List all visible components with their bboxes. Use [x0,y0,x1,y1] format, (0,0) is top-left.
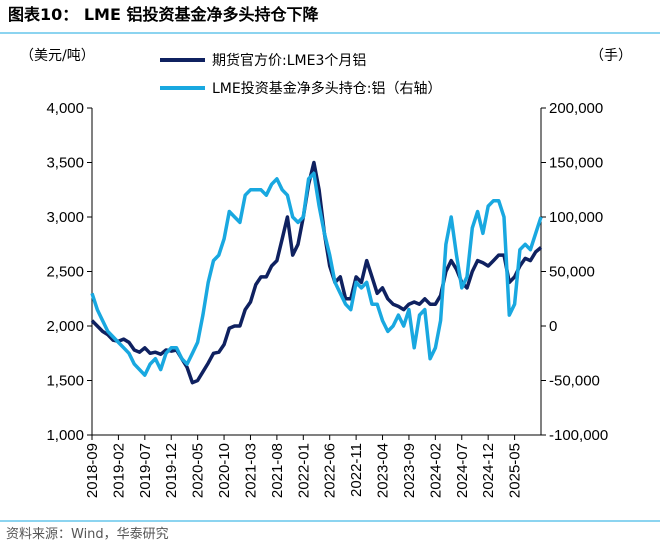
x-tick-label: 2019-02 [110,443,127,498]
x-tick-label: 2022-06 [322,443,339,498]
x-tick-label: 2021-03 [242,443,259,498]
y-tick-label: 1,000 [46,427,84,444]
y-tick-label: 4,000 [46,100,84,117]
x-tick-label: 2018-09 [84,443,101,498]
x-tick-label: 2022-01 [295,443,312,498]
y2-tick-label: 50,000 [549,264,595,281]
legend-label: LME投资基金净多头持仓:铝（右轴） [212,80,441,97]
y-tick-label: 2,500 [46,264,84,281]
x-tick-label: 2020-10 [216,443,233,498]
x-tick-label: 2024-02 [427,443,444,498]
x-tick-label: 2020-05 [190,443,207,498]
legend-label: 期货官方价:LME3个月铝 [212,52,366,69]
y2-tick-label: 0 [549,318,557,335]
x-tick-label: 2024-12 [480,443,497,498]
y2-tick-label: -50,000 [549,373,600,390]
series-line [90,171,543,377]
y-tick-label: 3,000 [46,209,84,226]
y-tick-label: 2,000 [46,318,84,335]
y2-axis-label: （手） [590,48,632,64]
x-tick-label: 2024-07 [454,443,471,498]
x-tick-label: 2023-04 [375,443,392,498]
y2-tick-label: 200,000 [549,100,603,117]
x-tick-label: 2025-05 [507,443,524,498]
source: 资料来源：Wind，华泰研究 [6,527,169,542]
x-tick-label: 2023-09 [401,443,418,498]
x-tick-label: 2019-12 [163,443,180,498]
chart-title: 图表10： LME 铝投资基金净多头持仓下降 [8,5,319,24]
y2-tick-label: 100,000 [549,209,603,226]
y2-tick-label: -100,000 [549,427,608,444]
y2-tick-label: 150,000 [549,155,603,172]
y-tick-label: 1,500 [46,373,84,390]
x-tick-label: 2021-08 [269,443,286,498]
y-tick-label: 3,500 [46,155,84,172]
y-axis-label: （美元/吨） [20,48,95,64]
x-tick-label: 2022-11 [348,443,365,497]
x-tick-label: 2019-07 [137,443,154,498]
